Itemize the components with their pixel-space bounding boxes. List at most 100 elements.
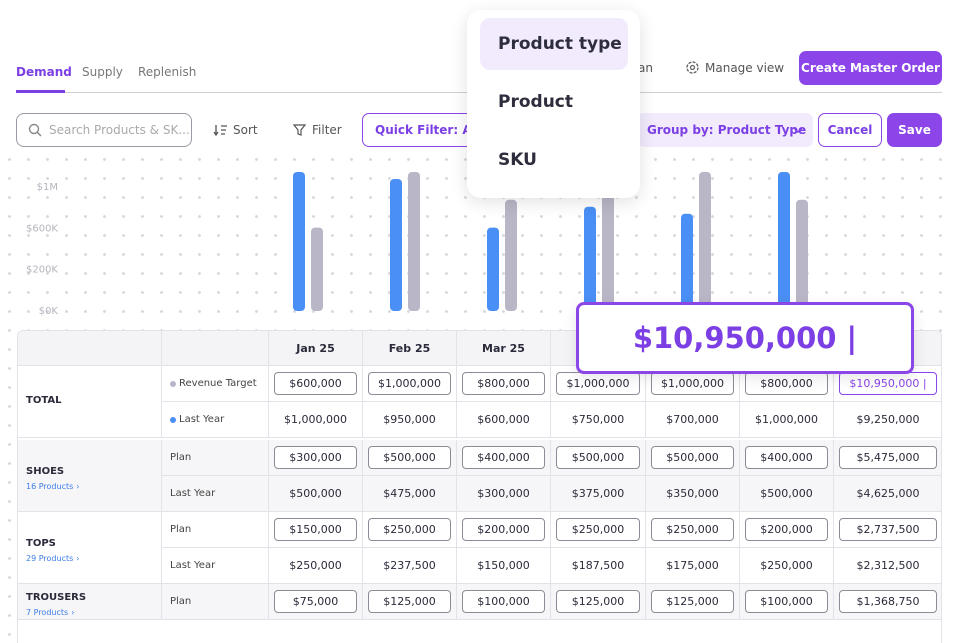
value-input[interactable]: $1,000,000: [651, 372, 734, 395]
group-cell: TOTAL: [18, 366, 162, 438]
value-text: $237,500: [383, 559, 436, 572]
product-count[interactable]: 16 Products ›: [26, 482, 79, 491]
cell: $5,475,000: [834, 440, 941, 476]
value-input[interactable]: $250,000: [556, 518, 640, 541]
row-label-text: Plan: [170, 524, 192, 535]
value-input[interactable]: $75,000: [274, 590, 357, 613]
product-count-text[interactable]: 29 Products: [26, 554, 74, 563]
cancel-button[interactable]: Cancel: [818, 113, 882, 147]
value-input[interactable]: $250,000: [368, 518, 451, 541]
header-cell: [18, 331, 162, 366]
value-input[interactable]: $125,000: [556, 590, 640, 613]
legend-dot: [170, 416, 176, 423]
value-text: $700,000: [666, 413, 719, 426]
value-text: $250,000: [289, 559, 342, 572]
value-text: $950,000: [383, 413, 436, 426]
value-input[interactable]: $500,000: [556, 446, 640, 469]
value-input[interactable]: $150,000: [274, 518, 357, 541]
cell: $250,000: [269, 548, 363, 584]
cell: $600,000: [457, 402, 551, 438]
value-input[interactable]: $800,000: [462, 372, 545, 395]
cell: $187,500: [551, 548, 646, 584]
value-input[interactable]: $2,737,500: [839, 518, 937, 541]
cell: $2,737,500: [834, 512, 941, 548]
create-button[interactable]: Create Master Order: [799, 51, 942, 85]
group-name: TOPS: [26, 538, 56, 549]
tab-underline: [16, 90, 65, 93]
group-cell: TOPS 29 Products ›: [18, 512, 162, 584]
value-text: $350,000: [666, 487, 719, 500]
value-input[interactable]: $400,000: [745, 446, 828, 469]
value-input[interactable]: $100,000: [745, 590, 828, 613]
value-input[interactable]: $800,000: [745, 372, 828, 395]
dropdown: Product type Product SKU: [467, 10, 640, 198]
tab[interactable]: Replenish: [138, 65, 197, 79]
value-text: $375,000: [571, 487, 625, 500]
header-cell: [162, 331, 269, 366]
value-text: $2,312,500: [856, 559, 920, 572]
value-text: $250,000: [760, 559, 813, 572]
cell: $9,250,000: [834, 402, 941, 438]
value-input[interactable]: $300,000: [274, 446, 357, 469]
row-label: Plan: [162, 512, 269, 548]
group-name: TOTAL: [26, 395, 62, 406]
cell: $75,000: [269, 584, 363, 620]
value-text: $150,000: [477, 559, 530, 572]
value-input[interactable]: $100,000: [462, 590, 545, 613]
group-cell: TROUSERS 7 Products ›: [18, 584, 162, 620]
value-input[interactable]: $200,000: [745, 518, 828, 541]
manage-view[interactable]: Manage view: [705, 61, 785, 75]
tab[interactable]: Demand: [16, 65, 72, 79]
value-input[interactable]: $125,000: [368, 590, 451, 613]
value-input[interactable]: $250,000: [651, 518, 734, 541]
value-text: $750,000: [571, 413, 625, 426]
cell: $950,000: [363, 402, 457, 438]
cell: $250,000: [740, 548, 834, 584]
value-input[interactable]: $400,000: [462, 446, 545, 469]
bar: [487, 227, 499, 311]
cell: $500,000: [646, 440, 740, 476]
value-text: $475,000: [383, 487, 436, 500]
bar: [778, 172, 790, 311]
value-text: $500,000: [289, 487, 342, 500]
value-text: $600,000: [477, 413, 530, 426]
cell: $500,000: [363, 440, 457, 476]
legend-dot: [170, 380, 176, 387]
dropdown-item[interactable]: SKU: [498, 150, 537, 170]
row-label: Last Year: [162, 548, 269, 584]
value-input[interactable]: $10,950,000 |: [839, 372, 937, 395]
value-input[interactable]: $5,475,000: [839, 446, 937, 469]
value-input[interactable]: $125,000: [651, 590, 734, 613]
sort[interactable]: Sort: [233, 123, 258, 137]
product-count-text[interactable]: 7 Products: [26, 608, 69, 617]
cell: $500,000: [740, 476, 834, 512]
value-input[interactable]: $500,000: [651, 446, 734, 469]
search-box[interactable]: [16, 113, 192, 147]
cell: $350,000: [646, 476, 740, 512]
dropdown-item[interactable]: Product: [498, 92, 573, 112]
tab[interactable]: Supply: [82, 65, 123, 79]
bar: [505, 199, 517, 311]
value-input[interactable]: $1,000,000: [368, 372, 451, 395]
cell: $250,000: [646, 512, 740, 548]
value-input[interactable]: $1,000,000: [556, 372, 640, 395]
cell: $175,000: [646, 548, 740, 584]
focused-input[interactable]: $10,950,000 |: [576, 302, 914, 374]
value-input[interactable]: $600,000: [274, 372, 357, 395]
product-count[interactable]: 7 Products ›: [26, 608, 74, 617]
product-count[interactable]: 29 Products ›: [26, 554, 79, 563]
cell: $700,000: [646, 402, 740, 438]
y-axis-label: $200K: [26, 265, 58, 276]
filter[interactable]: Filter: [312, 123, 342, 137]
header-link[interactable]: an: [638, 61, 653, 75]
dropdown-item[interactable]: Product type: [480, 18, 628, 70]
value-text: $1,000,000: [755, 413, 818, 426]
cell: $250,000: [363, 512, 457, 548]
group-by[interactable]: Group by: Product Type: [637, 113, 813, 147]
save-button[interactable]: Save: [887, 113, 942, 147]
value-input[interactable]: $200,000: [462, 518, 545, 541]
product-count-text[interactable]: 16 Products: [26, 482, 74, 491]
value-input[interactable]: $500,000: [368, 446, 451, 469]
value-text: $187,500: [571, 559, 625, 572]
value-input[interactable]: $1,368,750: [839, 590, 937, 613]
